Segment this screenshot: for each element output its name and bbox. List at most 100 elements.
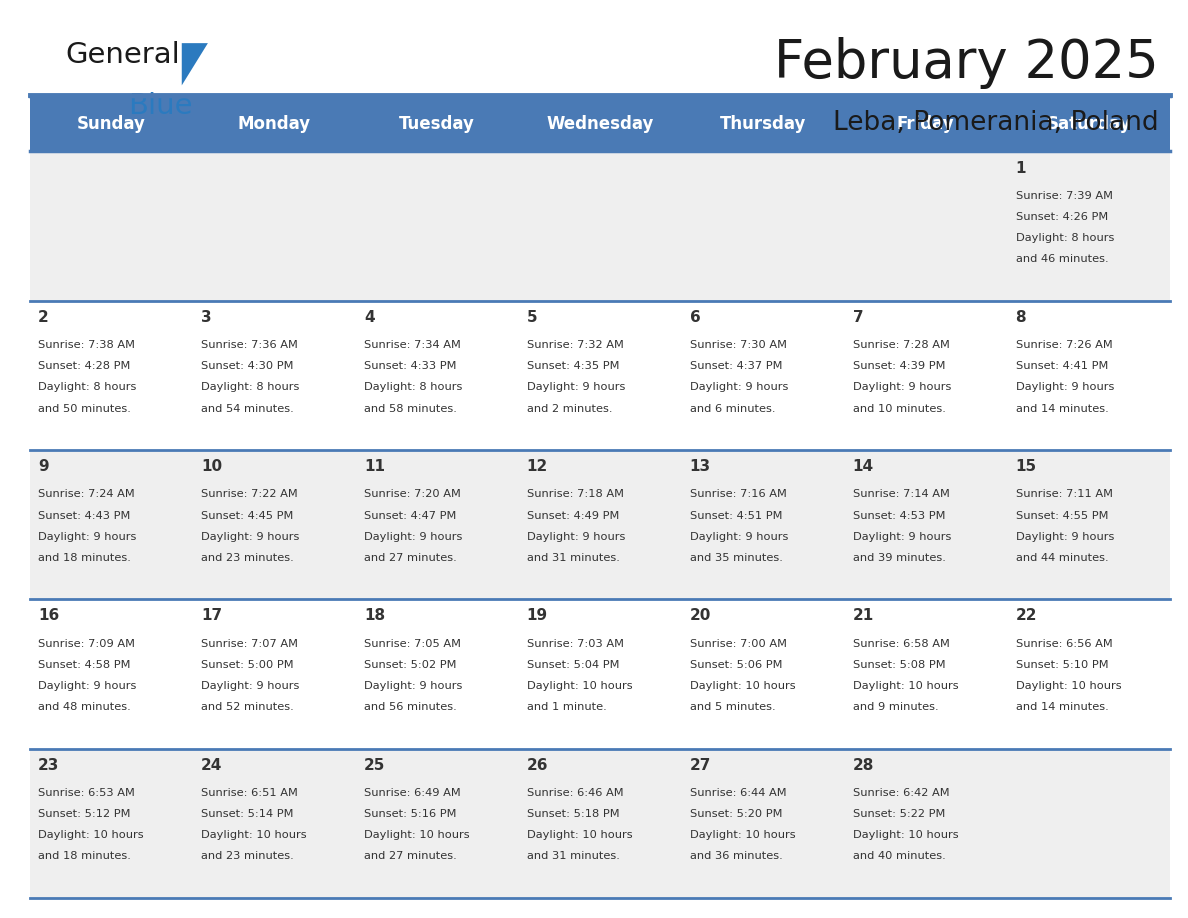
Text: 12: 12 <box>526 459 548 475</box>
Text: Sunrise: 6:58 AM: Sunrise: 6:58 AM <box>853 639 949 649</box>
Text: and 23 minutes.: and 23 minutes. <box>201 851 293 861</box>
Text: and 44 minutes.: and 44 minutes. <box>1016 553 1108 563</box>
Text: 2: 2 <box>38 310 49 325</box>
Text: General: General <box>65 41 181 70</box>
Text: Sunset: 4:41 PM: Sunset: 4:41 PM <box>1016 362 1108 371</box>
Text: Sunrise: 7:34 AM: Sunrise: 7:34 AM <box>364 341 461 350</box>
Text: Daylight: 9 hours: Daylight: 9 hours <box>364 681 462 691</box>
Text: and 46 minutes.: and 46 minutes. <box>1016 254 1108 264</box>
Text: 19: 19 <box>526 609 548 623</box>
Text: Sunrise: 7:07 AM: Sunrise: 7:07 AM <box>201 639 298 649</box>
Text: Daylight: 10 hours: Daylight: 10 hours <box>38 830 144 840</box>
Text: Sunset: 5:14 PM: Sunset: 5:14 PM <box>201 809 293 819</box>
Text: Sunset: 5:18 PM: Sunset: 5:18 PM <box>526 809 619 819</box>
Text: Sunset: 4:43 PM: Sunset: 4:43 PM <box>38 510 131 521</box>
Text: Sunset: 5:00 PM: Sunset: 5:00 PM <box>201 660 293 670</box>
Text: Daylight: 9 hours: Daylight: 9 hours <box>690 532 788 542</box>
Text: and 52 minutes.: and 52 minutes. <box>201 702 293 712</box>
Text: and 31 minutes.: and 31 minutes. <box>526 553 620 563</box>
Text: 8: 8 <box>1016 310 1026 325</box>
Text: Sunrise: 7:36 AM: Sunrise: 7:36 AM <box>201 341 298 350</box>
Text: Sunrise: 7:20 AM: Sunrise: 7:20 AM <box>364 489 461 499</box>
Text: and 54 minutes.: and 54 minutes. <box>201 404 293 413</box>
Text: Sunset: 5:06 PM: Sunset: 5:06 PM <box>690 660 782 670</box>
Text: Daylight: 9 hours: Daylight: 9 hours <box>690 383 788 392</box>
Text: Sunset: 4:58 PM: Sunset: 4:58 PM <box>38 660 131 670</box>
Text: Sunset: 4:45 PM: Sunset: 4:45 PM <box>201 510 293 521</box>
Text: Daylight: 10 hours: Daylight: 10 hours <box>364 830 469 840</box>
Text: Daylight: 9 hours: Daylight: 9 hours <box>853 383 952 392</box>
Text: Sunset: 5:20 PM: Sunset: 5:20 PM <box>690 809 782 819</box>
Text: 14: 14 <box>853 459 873 475</box>
Text: Sunrise: 7:00 AM: Sunrise: 7:00 AM <box>690 639 786 649</box>
Text: and 27 minutes.: and 27 minutes. <box>364 851 456 861</box>
Text: Daylight: 10 hours: Daylight: 10 hours <box>526 681 632 691</box>
Text: Sunrise: 7:14 AM: Sunrise: 7:14 AM <box>853 489 949 499</box>
Text: Daylight: 10 hours: Daylight: 10 hours <box>1016 681 1121 691</box>
Text: 23: 23 <box>38 757 59 773</box>
Text: Sunrise: 7:28 AM: Sunrise: 7:28 AM <box>853 341 949 350</box>
Text: and 48 minutes.: and 48 minutes. <box>38 702 131 712</box>
Text: Daylight: 9 hours: Daylight: 9 hours <box>853 532 952 542</box>
Text: Sunset: 4:53 PM: Sunset: 4:53 PM <box>853 510 946 521</box>
Text: Sunset: 4:47 PM: Sunset: 4:47 PM <box>364 510 456 521</box>
Text: and 5 minutes.: and 5 minutes. <box>690 702 776 712</box>
Text: 22: 22 <box>1016 609 1037 623</box>
Text: and 56 minutes.: and 56 minutes. <box>364 702 456 712</box>
Text: Sunset: 5:12 PM: Sunset: 5:12 PM <box>38 809 131 819</box>
Text: 10: 10 <box>201 459 222 475</box>
Text: Daylight: 10 hours: Daylight: 10 hours <box>853 681 959 691</box>
Text: Sunset: 4:49 PM: Sunset: 4:49 PM <box>526 510 619 521</box>
Text: 17: 17 <box>201 609 222 623</box>
Text: 4: 4 <box>364 310 374 325</box>
Text: February 2025: February 2025 <box>773 37 1158 89</box>
Text: 9: 9 <box>38 459 49 475</box>
Text: Daylight: 10 hours: Daylight: 10 hours <box>853 830 959 840</box>
Text: Daylight: 8 hours: Daylight: 8 hours <box>38 383 137 392</box>
Text: 20: 20 <box>690 609 712 623</box>
Text: and 2 minutes.: and 2 minutes. <box>526 404 612 413</box>
Text: and 23 minutes.: and 23 minutes. <box>201 553 293 563</box>
Text: Sunday: Sunday <box>77 115 146 133</box>
Text: and 31 minutes.: and 31 minutes. <box>526 851 620 861</box>
Text: Sunrise: 6:49 AM: Sunrise: 6:49 AM <box>364 788 461 798</box>
Text: Sunrise: 7:03 AM: Sunrise: 7:03 AM <box>526 639 624 649</box>
Text: Sunrise: 6:56 AM: Sunrise: 6:56 AM <box>1016 639 1112 649</box>
Text: Sunrise: 7:26 AM: Sunrise: 7:26 AM <box>1016 341 1112 350</box>
Text: Sunset: 4:37 PM: Sunset: 4:37 PM <box>690 362 782 371</box>
Text: Daylight: 10 hours: Daylight: 10 hours <box>690 681 795 691</box>
Text: 5: 5 <box>526 310 537 325</box>
Text: and 18 minutes.: and 18 minutes. <box>38 553 131 563</box>
Text: 26: 26 <box>526 757 549 773</box>
Text: Daylight: 10 hours: Daylight: 10 hours <box>526 830 632 840</box>
Text: 3: 3 <box>201 310 211 325</box>
Text: Daylight: 10 hours: Daylight: 10 hours <box>690 830 795 840</box>
Text: Sunset: 4:51 PM: Sunset: 4:51 PM <box>690 510 782 521</box>
Text: Sunrise: 6:44 AM: Sunrise: 6:44 AM <box>690 788 786 798</box>
Text: Sunrise: 7:05 AM: Sunrise: 7:05 AM <box>364 639 461 649</box>
Text: Daylight: 9 hours: Daylight: 9 hours <box>1016 532 1114 542</box>
Text: Sunrise: 7:09 AM: Sunrise: 7:09 AM <box>38 639 135 649</box>
Text: 7: 7 <box>853 310 864 325</box>
Text: and 9 minutes.: and 9 minutes. <box>853 702 939 712</box>
Text: Daylight: 9 hours: Daylight: 9 hours <box>38 532 137 542</box>
Text: Sunset: 4:35 PM: Sunset: 4:35 PM <box>526 362 619 371</box>
Text: Daylight: 9 hours: Daylight: 9 hours <box>38 681 137 691</box>
Text: Daylight: 9 hours: Daylight: 9 hours <box>201 532 299 542</box>
Text: and 18 minutes.: and 18 minutes. <box>38 851 131 861</box>
Text: Sunset: 4:30 PM: Sunset: 4:30 PM <box>201 362 293 371</box>
Text: 6: 6 <box>690 310 701 325</box>
Text: Daylight: 10 hours: Daylight: 10 hours <box>201 830 307 840</box>
Text: 25: 25 <box>364 757 385 773</box>
Text: 18: 18 <box>364 609 385 623</box>
Text: Sunset: 5:02 PM: Sunset: 5:02 PM <box>364 660 456 670</box>
Text: Daylight: 9 hours: Daylight: 9 hours <box>526 532 625 542</box>
Text: Sunset: 4:33 PM: Sunset: 4:33 PM <box>364 362 456 371</box>
Text: 28: 28 <box>853 757 874 773</box>
Text: 11: 11 <box>364 459 385 475</box>
Text: and 14 minutes.: and 14 minutes. <box>1016 702 1108 712</box>
Text: Sunset: 4:39 PM: Sunset: 4:39 PM <box>853 362 946 371</box>
Text: 21: 21 <box>853 609 874 623</box>
Text: Sunset: 5:10 PM: Sunset: 5:10 PM <box>1016 660 1108 670</box>
Text: and 6 minutes.: and 6 minutes. <box>690 404 776 413</box>
